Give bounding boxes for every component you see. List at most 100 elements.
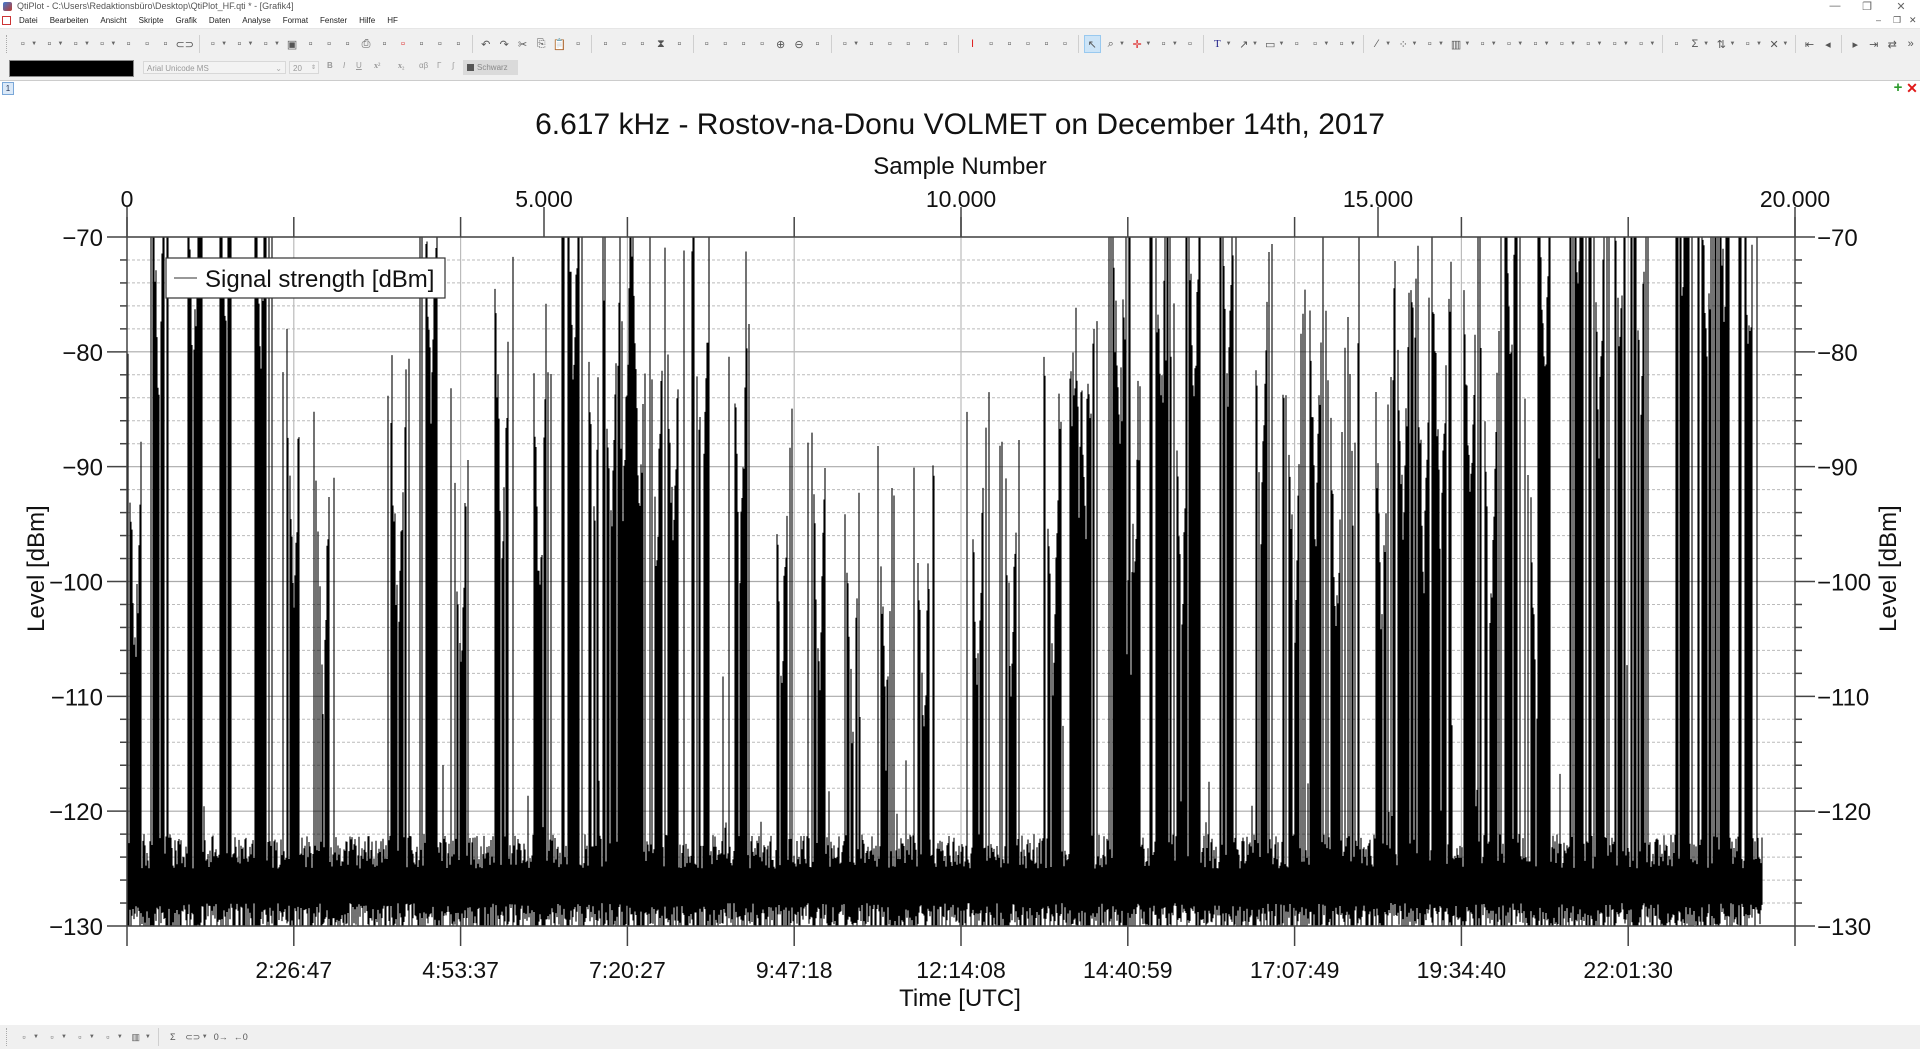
print-icon[interactable]: ⎙ bbox=[361, 37, 371, 50]
zoom-out-icon[interactable]: ⊖ bbox=[794, 38, 804, 51]
matrix-grid-icon[interactable]: ▫ bbox=[78, 1032, 82, 1042]
dropdown-arrow-icon[interactable]: ▼ bbox=[1385, 41, 1392, 47]
menu-fenster[interactable]: Fenster bbox=[320, 16, 348, 25]
rectangle-icon[interactable]: ▭ bbox=[1265, 38, 1276, 51]
fit-icon[interactable]: ▫ bbox=[887, 38, 892, 50]
dropdown-arrow-icon[interactable]: ▼ bbox=[221, 41, 228, 47]
menu-hf[interactable]: HF bbox=[387, 16, 398, 25]
3d-plot-icon[interactable]: ▫ bbox=[20, 38, 25, 50]
axes-icon[interactable]: ▫ bbox=[145, 38, 149, 50]
menu-datei[interactable]: Datei bbox=[19, 16, 38, 25]
select-points-icon[interactable]: ▫ bbox=[1188, 38, 1192, 50]
layers-icon[interactable]: ▫ bbox=[1339, 38, 1344, 50]
sum-icon[interactable]: Σ bbox=[169, 1032, 176, 1042]
menu-ansicht[interactable]: Ansicht bbox=[100, 16, 127, 25]
line-plot-icon[interactable]: ⁄ bbox=[1375, 38, 1378, 50]
text-color-button[interactable]: Schwarz bbox=[463, 60, 518, 75]
sort-icon[interactable]: ⇅ bbox=[1716, 38, 1726, 51]
dropdown-arrow-icon[interactable]: ▼ bbox=[31, 41, 38, 47]
add-layer-icon[interactable]: ▫ bbox=[842, 38, 847, 50]
superscript-button[interactable]: x² bbox=[374, 61, 381, 70]
new-graph-icon[interactable]: ▫ bbox=[237, 38, 242, 50]
area-icon[interactable]: ▫ bbox=[1480, 38, 1485, 50]
menu-format[interactable]: Format bbox=[282, 16, 309, 25]
menu-bearbeiten[interactable]: Bearbeiten bbox=[49, 16, 89, 25]
toolbar-grip[interactable] bbox=[6, 35, 11, 53]
dropdown-arrow-icon[interactable]: ▼ bbox=[1225, 41, 1232, 47]
bottom-axis-title[interactable]: Time [UTC] bbox=[899, 985, 1021, 1012]
box-icon[interactable]: ▫ bbox=[126, 38, 131, 50]
dropdown-arrow-icon[interactable]: ▼ bbox=[1622, 41, 1629, 47]
close-button[interactable]: ✕ bbox=[1896, 1, 1906, 13]
error-bar-icon[interactable]: I bbox=[971, 38, 975, 50]
surface-icon[interactable]: ▫ bbox=[1612, 38, 1617, 50]
cut-icon[interactable]: ✂ bbox=[518, 38, 528, 51]
dropdown-arrow-icon[interactable]: ▼ bbox=[1349, 41, 1356, 47]
hourglass-icon[interactable]: ⧗ bbox=[656, 37, 665, 50]
dropdown-arrow-icon[interactable]: ▼ bbox=[1596, 41, 1603, 47]
clear-icon[interactable]: ▫ bbox=[576, 38, 581, 50]
contour-icon[interactable]: ▫ bbox=[1559, 38, 1564, 50]
dropdown-arrow-icon[interactable]: ▼ bbox=[1543, 41, 1550, 47]
menu-analyse[interactable]: Analyse bbox=[242, 16, 271, 25]
table-icon[interactable]: ▫ bbox=[345, 38, 350, 50]
swap-icon[interactable]: ▫ bbox=[1044, 38, 1049, 50]
top-axis-title[interactable]: Sample Number bbox=[873, 153, 1047, 180]
underline-button[interactable]: U bbox=[356, 61, 362, 70]
xy-icon[interactable]: ▫ bbox=[1062, 38, 1067, 50]
next-icon[interactable]: ▸ bbox=[1852, 38, 1859, 51]
menu-daten[interactable]: Daten bbox=[208, 16, 231, 25]
layout1-icon[interactable]: ▫ bbox=[906, 38, 911, 50]
align-icon[interactable]: ▫ bbox=[677, 38, 682, 50]
back-icon[interactable]: ▫ bbox=[723, 38, 728, 50]
cube-icon[interactable]: ▫ bbox=[73, 38, 78, 50]
undo-icon[interactable]: ↶ bbox=[481, 38, 491, 51]
subscript-button[interactable]: x₂ bbox=[398, 61, 405, 70]
align-top-icon[interactable]: ▫ bbox=[704, 38, 709, 50]
swap-columns-icon[interactable]: ⇄ bbox=[1887, 38, 1897, 51]
greek-upper-button[interactable]: Γ bbox=[437, 61, 442, 70]
dropdown-arrow-icon[interactable]: ▼ bbox=[1755, 41, 1762, 47]
matrix-grid-icon[interactable]: ▫ bbox=[1639, 38, 1644, 50]
bold-button[interactable]: B bbox=[327, 61, 333, 70]
clear-column-icon[interactable]: ✕ bbox=[1769, 38, 1779, 51]
back2-icon[interactable]: ▫ bbox=[741, 38, 746, 50]
stop-icon[interactable]: ▫ bbox=[640, 38, 645, 50]
prev-icon[interactable]: ◂ bbox=[1825, 38, 1831, 51]
dropdown-arrow-icon[interactable]: ▼ bbox=[1252, 41, 1258, 47]
save-as-icon[interactable]: ▫ bbox=[308, 38, 313, 50]
dropdown-arrow-icon[interactable]: ▼ bbox=[1171, 41, 1178, 47]
legend-icon[interactable]: ▫ bbox=[1026, 38, 1030, 50]
link-icon[interactable]: ⊂⊃ bbox=[185, 1031, 201, 1042]
vector-icon[interactable]: ▫ bbox=[1533, 38, 1538, 50]
import-icon[interactable]: ▫ bbox=[327, 38, 332, 50]
dropdown-arrow-icon[interactable]: ▼ bbox=[110, 41, 117, 47]
export-pdf-icon[interactable]: ▫ bbox=[400, 38, 405, 50]
maximize-button[interactable]: ❐ bbox=[1862, 1, 1872, 13]
sum-icon[interactable]: Σ bbox=[1691, 38, 1699, 50]
dropdown-arrow-icon[interactable]: ▼ bbox=[1278, 41, 1285, 47]
new-project-icon[interactable]: ▫ bbox=[210, 38, 215, 50]
decimal-left-icon[interactable]: ←0 bbox=[233, 1032, 248, 1042]
dropdown-arrow-icon[interactable]: ▼ bbox=[1517, 41, 1524, 47]
dropdown-arrow-icon[interactable]: ▼ bbox=[83, 41, 90, 47]
fx-icon[interactable]: ▫ bbox=[1007, 38, 1012, 50]
copy-icon[interactable]: ⎘ bbox=[536, 37, 546, 50]
image-icon[interactable]: ▫ bbox=[106, 1032, 110, 1042]
redo-icon[interactable]: ↷ bbox=[499, 38, 509, 51]
mdi-restore-button[interactable]: ❐ bbox=[1893, 15, 1902, 25]
integral-button[interactable]: ∫ bbox=[452, 61, 455, 70]
italic-button[interactable]: I bbox=[343, 61, 346, 70]
dropdown-arrow-icon[interactable]: ▼ bbox=[1782, 41, 1789, 47]
legend[interactable]: Signal strength [dBm] bbox=[165, 257, 446, 299]
dropdown-arrow-icon[interactable]: ▼ bbox=[60, 1034, 67, 1040]
toolbar-grip[interactable] bbox=[6, 1028, 11, 1046]
dropdown-arrow-icon[interactable]: ▼ bbox=[1703, 41, 1710, 47]
fn-icon[interactable]: ▫ bbox=[989, 38, 993, 50]
scatter-icon[interactable]: ⁘ bbox=[1398, 38, 1408, 51]
3d-bars-icon[interactable]: ▫ bbox=[1586, 38, 1591, 50]
dropdown-arrow-icon[interactable]: ▼ bbox=[1323, 41, 1330, 47]
dropdown-arrow-icon[interactable]: ▼ bbox=[1570, 41, 1576, 47]
frame-icon[interactable]: ▫ bbox=[1313, 38, 1318, 50]
